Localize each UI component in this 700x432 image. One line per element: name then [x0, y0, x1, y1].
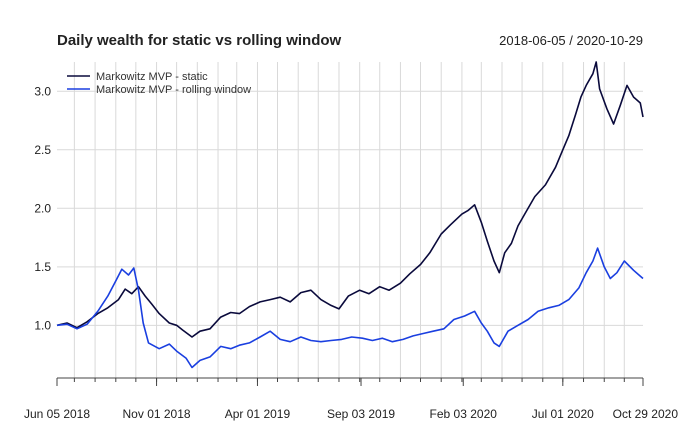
series-group: [56, 61, 644, 369]
grid-lines: [57, 62, 643, 378]
y-tick-label: 2.0: [34, 201, 51, 215]
x-axis: Jun 05 2018 Nov 01 2018 Apr 01 2019 Sep 03 …: [24, 377, 679, 421]
x-tick-label: Oct 29 2020: [613, 407, 679, 421]
chart-title: Daily wealth for static vs rolling windo…: [57, 32, 342, 49]
y-tick-label: 2.5: [34, 143, 51, 157]
series-line-rolling-window: [56, 247, 644, 369]
date-range-label: 2018-06-05 / 2020-10-29: [499, 33, 643, 48]
legend-label: Markowitz MVP - static: [96, 71, 208, 83]
legend-label: Markowitz MVP - rolling window: [96, 84, 251, 96]
x-tick-label: Feb 03 2020: [430, 407, 498, 421]
x-tick-label: Jul 01 2020: [532, 407, 594, 421]
x-tick-label: Sep 03 2019: [327, 407, 395, 421]
x-tick-label: Apr 01 2019: [225, 407, 291, 421]
y-axis-ticks: 1.0 1.5 2.0 2.5 3.0: [34, 84, 51, 332]
y-tick-label: 3.0: [34, 84, 51, 98]
x-tick-label: Nov 01 2018: [123, 407, 191, 421]
x-tick-label: Jun 05 2018: [24, 407, 90, 421]
y-tick-label: 1.5: [34, 260, 51, 274]
series-line-static: [56, 61, 644, 338]
y-tick-label: 1.0: [34, 318, 51, 332]
